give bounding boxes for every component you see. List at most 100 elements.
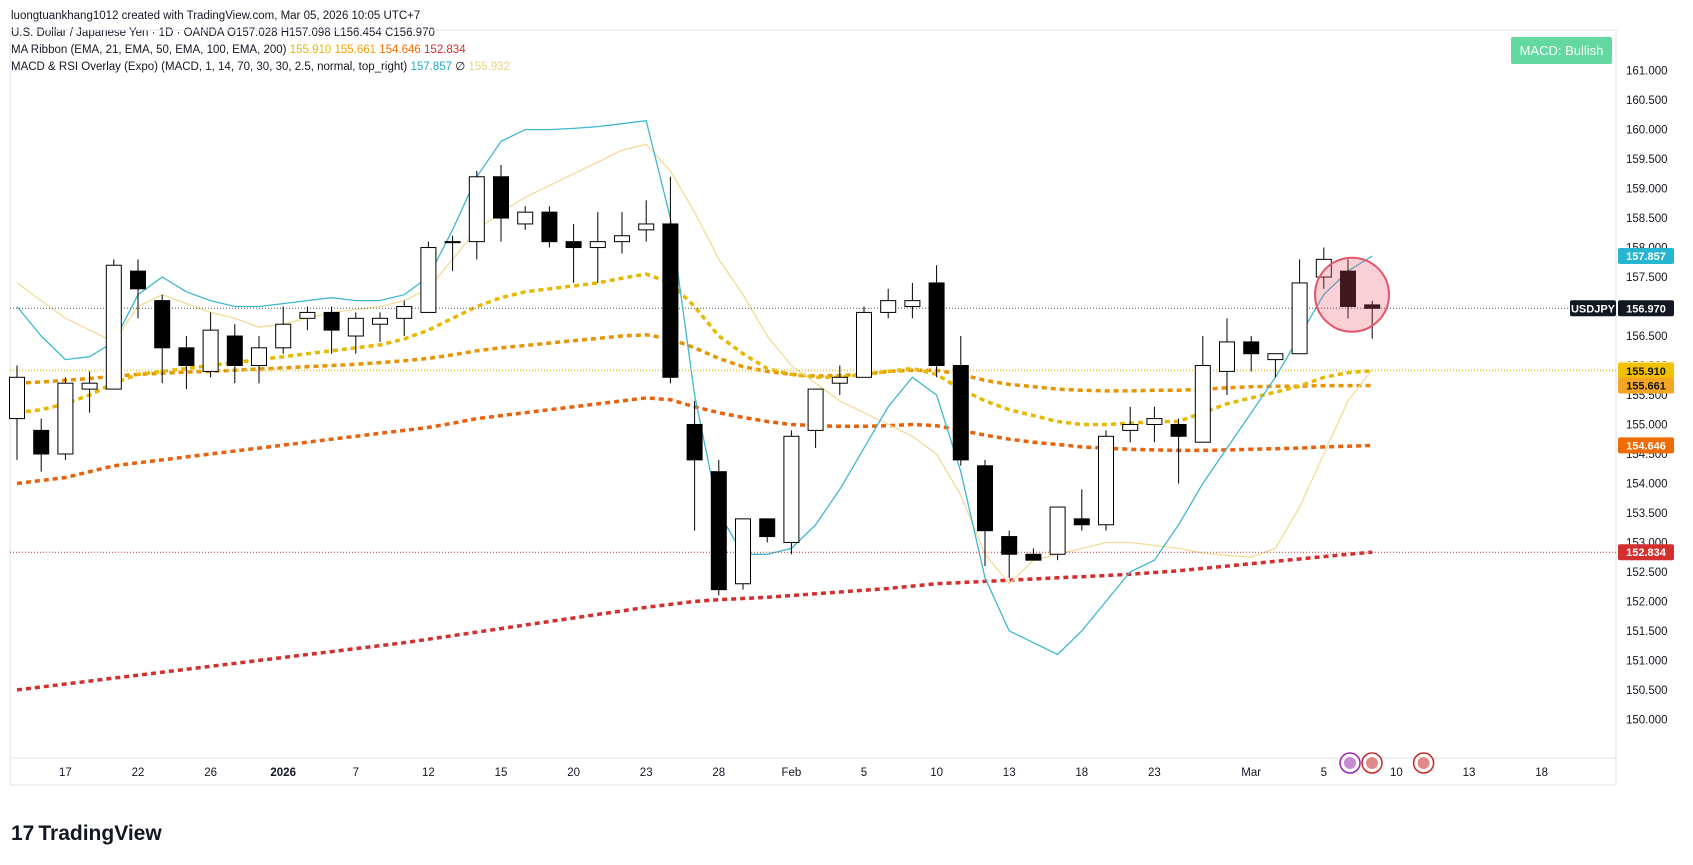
candle-body bbox=[977, 465, 993, 532]
candle bbox=[541, 206, 558, 248]
candle-body bbox=[468, 176, 485, 243]
candle-body bbox=[275, 323, 292, 349]
ma-ribbon-label: MA Ribbon (EMA, 21, EMA, 50, EMA, 100, E… bbox=[11, 44, 287, 56]
y-tick-label: 150.000 bbox=[1626, 714, 1668, 726]
candle-body bbox=[396, 306, 413, 319]
price-tag-symbol-box bbox=[1570, 300, 1616, 317]
x-tick-label: 12 bbox=[422, 767, 435, 779]
candle bbox=[614, 212, 630, 254]
macd-status-badge: MACD: Bullish bbox=[1511, 37, 1612, 64]
price-tag-value: 152.834 bbox=[1626, 547, 1667, 559]
x-tick-label: 7 bbox=[353, 767, 359, 779]
candle bbox=[1122, 406, 1139, 443]
candle bbox=[1049, 506, 1066, 561]
x-tick-label: 18 bbox=[1535, 767, 1548, 779]
x-tick-label: 23 bbox=[1148, 767, 1161, 779]
price-tag-symbol: USDJPY bbox=[1571, 303, 1616, 315]
candle-body bbox=[1098, 435, 1114, 526]
candle-body bbox=[1315, 258, 1332, 278]
candle-body bbox=[517, 211, 534, 225]
highlight-circle bbox=[1314, 256, 1390, 333]
price-tag-value: 154.646 bbox=[1626, 440, 1666, 452]
price-tag-box bbox=[1618, 247, 1674, 264]
candle bbox=[880, 288, 897, 319]
x-tick-label: 15 bbox=[495, 767, 508, 779]
price-tag-box bbox=[1618, 544, 1674, 561]
credit-line: luongtuankhang1012 created with TradingV… bbox=[11, 10, 421, 22]
candle bbox=[493, 164, 509, 242]
candle bbox=[1219, 318, 1235, 395]
x-tick-label: 5 bbox=[1321, 767, 1327, 779]
candle-body bbox=[928, 282, 945, 367]
tradingview-logo-text: TradingView bbox=[38, 822, 162, 845]
y-tick-label: 151.500 bbox=[1626, 626, 1668, 638]
candle-body bbox=[57, 382, 74, 455]
candle bbox=[347, 312, 364, 354]
x-tick-label: 26 bbox=[204, 767, 217, 779]
rsi-overlay-line bbox=[16, 143, 1373, 585]
candle bbox=[759, 518, 776, 543]
macd-rsi-label: MACD & RSI Overlay (Expo) (MACD, 1, 14, … bbox=[11, 61, 408, 73]
y-tick-label: 153.500 bbox=[1626, 508, 1668, 520]
x-tick-label: 5 bbox=[861, 767, 867, 779]
candle-body bbox=[1291, 282, 1308, 355]
candle-body bbox=[1073, 518, 1090, 526]
candle bbox=[468, 170, 485, 260]
y-tick-label: 155.000 bbox=[1626, 419, 1668, 431]
candle bbox=[178, 336, 195, 390]
price-tag-box bbox=[1618, 300, 1674, 317]
ema200-line bbox=[16, 550, 1373, 692]
candle-body bbox=[81, 382, 98, 390]
candle bbox=[81, 371, 98, 413]
y-tick-label: 156.500 bbox=[1626, 331, 1668, 343]
candle bbox=[1364, 300, 1381, 339]
candle-body bbox=[1340, 270, 1356, 308]
candle-body bbox=[178, 347, 195, 367]
candle-body bbox=[226, 335, 243, 367]
macd-rsi-legend[interactable]: MACD & RSI Overlay (Expo) (MACD, 1, 14, … bbox=[11, 59, 510, 76]
candle-body bbox=[444, 241, 461, 244]
candle bbox=[130, 259, 146, 319]
candle-body bbox=[154, 300, 171, 349]
candle bbox=[686, 400, 703, 531]
candle bbox=[33, 418, 50, 472]
x-tick-label: Mar bbox=[1241, 767, 1261, 779]
x-tick-label: 2026 bbox=[270, 767, 296, 779]
candle-body bbox=[614, 235, 630, 243]
y-tick-label: 160.500 bbox=[1626, 95, 1668, 107]
candle bbox=[565, 223, 582, 283]
candle bbox=[856, 306, 872, 378]
candle bbox=[1340, 259, 1356, 319]
candle-body bbox=[420, 247, 437, 313]
y-tick-label: 161.000 bbox=[1626, 66, 1668, 78]
candle-body bbox=[1267, 353, 1284, 361]
candle bbox=[1146, 406, 1163, 443]
x-tick-label: 18 bbox=[1075, 767, 1088, 779]
y-tick-label: 151.000 bbox=[1626, 655, 1668, 667]
price-tag-box bbox=[1618, 362, 1674, 379]
candle bbox=[1315, 247, 1332, 289]
y-tick-label: 159.000 bbox=[1626, 184, 1668, 196]
flash-event-icon bbox=[1339, 752, 1361, 774]
x-tick-label: 17 bbox=[59, 767, 72, 779]
candle bbox=[1098, 430, 1114, 531]
price-tag-value: 155.910 bbox=[1626, 366, 1666, 378]
y-tick-label: 160.000 bbox=[1626, 125, 1668, 137]
candle-body bbox=[1049, 506, 1066, 555]
candle-body bbox=[9, 376, 25, 420]
candle bbox=[251, 336, 267, 384]
candle bbox=[226, 324, 243, 384]
us-flag-event-icon-dot bbox=[1366, 757, 1378, 769]
candle bbox=[1291, 259, 1308, 355]
candle bbox=[662, 176, 679, 384]
candle-body bbox=[759, 518, 776, 538]
tradingview-logo[interactable]: 17 TradingView bbox=[11, 822, 162, 846]
candle bbox=[9, 365, 25, 460]
candle-body bbox=[105, 264, 122, 390]
candle bbox=[735, 518, 751, 590]
ma-ribbon-legend[interactable]: MA Ribbon (EMA, 21, EMA, 50, EMA, 100, E… bbox=[11, 42, 510, 59]
candle-body bbox=[1219, 341, 1235, 372]
candle bbox=[638, 200, 655, 242]
candle bbox=[202, 312, 219, 378]
